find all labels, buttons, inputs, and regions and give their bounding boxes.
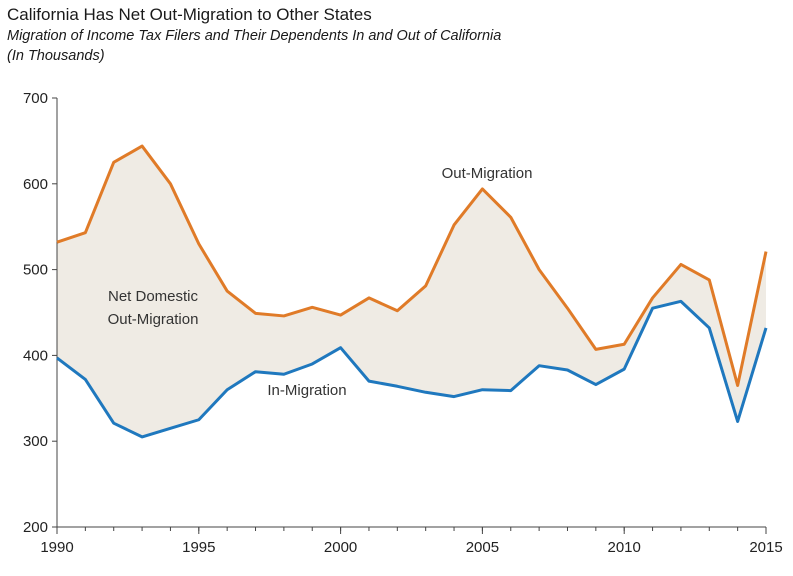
in-migration-annotation: In-Migration [267,382,346,399]
chart-title: California Has Net Out-Migration to Othe… [7,5,372,24]
x-tick-label: 2005 [466,539,499,556]
chart-subtitle-line-2: (In Thousands) [7,48,105,64]
y-tick-label: 200 [23,519,48,536]
out-migration-line [56,144,768,387]
y-tick-label: 700 [23,90,48,107]
net-out-migration-area [57,146,766,437]
x-tick-label: 2015 [749,539,782,556]
x-tick-label: 2010 [608,539,641,556]
in-migration-line [56,299,768,439]
net-out-migration-label-line-1: Net Domestic [108,288,199,305]
chart-header: California Has Net Out-Migration to Othe… [7,4,501,66]
x-tick-label: 2000 [324,539,357,556]
label-layer: Out-Migration In-Migration Net Domestic … [108,165,533,399]
x-tick-label: 1990 [40,539,73,556]
y-tick-label: 500 [23,262,48,279]
chart-subtitle-line-1: Migration of Income Tax Filers and Their… [7,28,502,44]
axis-layer: 200 300 400 500 600 700 1990 1995 2000 2005 2010 20… [23,90,783,556]
y-tick-label: 300 [23,433,48,450]
fill-layer [57,146,766,437]
out-migration-annotation: Out-Migration [442,165,533,182]
net-out-migration-label-line-2: Out-Migration [108,311,199,328]
line-layer [56,144,768,439]
y-tick-label: 600 [23,176,48,193]
x-tick-label: 1995 [182,539,215,556]
y-tick-label: 400 [23,347,48,364]
